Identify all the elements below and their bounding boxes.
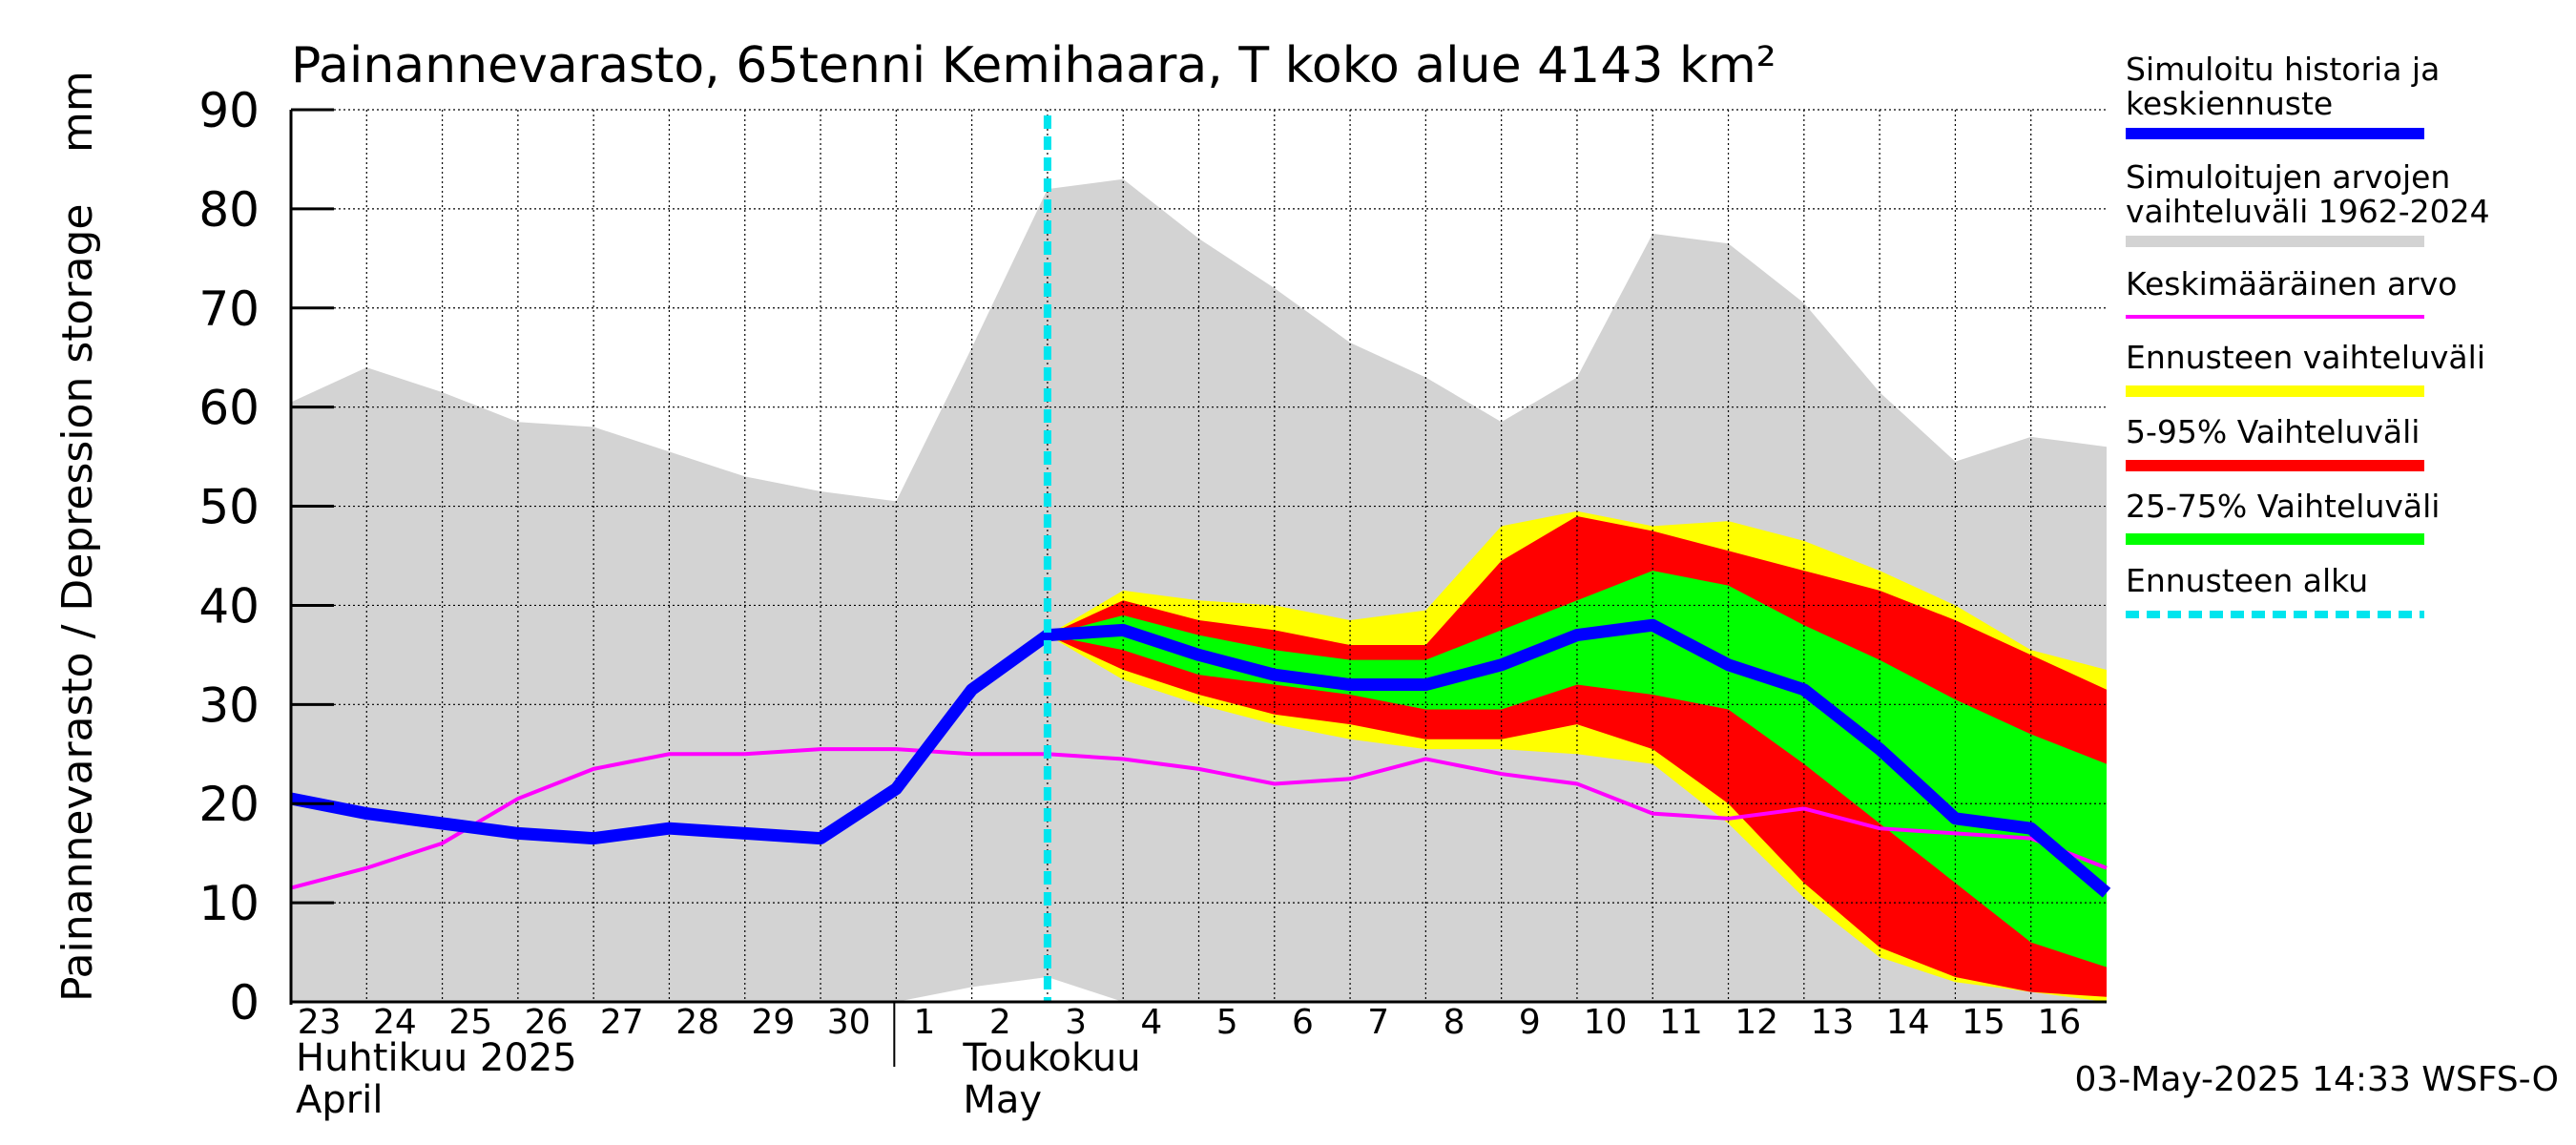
x-tick-label-29: 29 xyxy=(751,1003,795,1042)
month-label-en-0: April xyxy=(296,1078,383,1122)
x-tick-label-10: 10 xyxy=(1584,1003,1628,1042)
x-tick-label-11: 11 xyxy=(1659,1003,1703,1042)
series-median-forecast-line xyxy=(289,618,2111,898)
x-tick-label-9: 9 xyxy=(1519,1003,1541,1042)
legend-label-4-0: 5-95% Vaihteluväli xyxy=(2126,413,2420,450)
y-tick-label-30: 30 xyxy=(198,677,260,733)
x-tick-label-3: 3 xyxy=(1065,1003,1087,1042)
legend-label-0-0: Simuloitu historia ja xyxy=(2126,51,2440,88)
x-tick-label-15: 15 xyxy=(1962,1003,2005,1042)
x-tick-label-23: 23 xyxy=(298,1003,342,1042)
x-tick-label-26: 26 xyxy=(525,1003,569,1042)
band-simuloitujen-arvojen-vaihteluva-li-1962-2024 xyxy=(291,178,2107,1002)
x-tick-label-4: 4 xyxy=(1140,1003,1162,1042)
x-tick-label-7: 7 xyxy=(1367,1003,1389,1042)
x-tick-label-28: 28 xyxy=(675,1003,719,1042)
y-axis-unit: mm xyxy=(53,71,102,153)
x-tick-label-30: 30 xyxy=(827,1003,871,1042)
y-tick-label-80: 80 xyxy=(198,182,260,238)
month-label-fi-1: Toukokuu xyxy=(962,1036,1140,1080)
band-25-75-vaihteluva-li xyxy=(1047,571,2107,968)
y-tick-label-50: 50 xyxy=(198,480,260,535)
legend-label-0-1: keskiennuste xyxy=(2126,85,2333,122)
y-tick-label-0: 0 xyxy=(229,975,260,1030)
x-tick-label-6: 6 xyxy=(1292,1003,1314,1042)
month-label-en-1: May xyxy=(963,1078,1042,1122)
forecast-bands xyxy=(291,178,2107,1002)
chart-text: Painannevarasto, 65tenni Kemihaara, T ko… xyxy=(53,37,2559,1099)
series-lines xyxy=(289,115,2111,1002)
legend-label-5-0: 25-75% Vaihteluväli xyxy=(2126,488,2440,525)
y-tick-label-90: 90 xyxy=(198,83,260,138)
legend-label-6-0: Ennusteen alku xyxy=(2126,562,2368,599)
x-tick-label-25: 25 xyxy=(448,1003,492,1042)
x-tick-label-27: 27 xyxy=(600,1003,644,1042)
legend-label-1-1: vaihteluväli 1962-2024 xyxy=(2126,193,2490,230)
chart-title: Painannevarasto, 65tenni Kemihaara, T ko… xyxy=(291,37,1776,94)
y-axis-label: Painannevarasto / Depression storage xyxy=(53,204,102,1002)
legend-label-2-0: Keskimääräinen arvo xyxy=(2126,265,2457,302)
x-tick-label-8: 8 xyxy=(1444,1003,1465,1042)
y-tick-label-10: 10 xyxy=(198,876,260,931)
timestamp-footer: 03-May-2025 14:33 WSFS-O xyxy=(2074,1060,2559,1099)
y-tick-label-60: 60 xyxy=(198,381,260,436)
x-tick-label-24: 24 xyxy=(373,1003,417,1042)
series-mean-line xyxy=(290,747,2108,890)
grid xyxy=(291,109,2107,1002)
y-tick-label-20: 20 xyxy=(198,777,260,832)
month-label-fi-0: Huhtikuu 2025 xyxy=(296,1036,577,1080)
x-tick-label-12: 12 xyxy=(1735,1003,1778,1042)
y-tick-label-40: 40 xyxy=(198,578,260,634)
legend-label-1-0: Simuloitujen arvojen xyxy=(2126,158,2450,196)
legend-label-3-0: Ennusteen vaihteluväli xyxy=(2126,339,2485,376)
x-tick-label-16: 16 xyxy=(2037,1003,2081,1042)
x-tick-label-13: 13 xyxy=(1811,1003,1855,1042)
x-tick-label-5: 5 xyxy=(1216,1003,1238,1042)
x-tick-label-1: 1 xyxy=(914,1003,936,1042)
band-5-95-vaihteluva-li xyxy=(1047,515,2107,997)
x-tick-label-14: 14 xyxy=(1886,1003,1930,1042)
x-tick-label-2: 2 xyxy=(989,1003,1011,1042)
y-tick-label-70: 70 xyxy=(198,281,260,337)
